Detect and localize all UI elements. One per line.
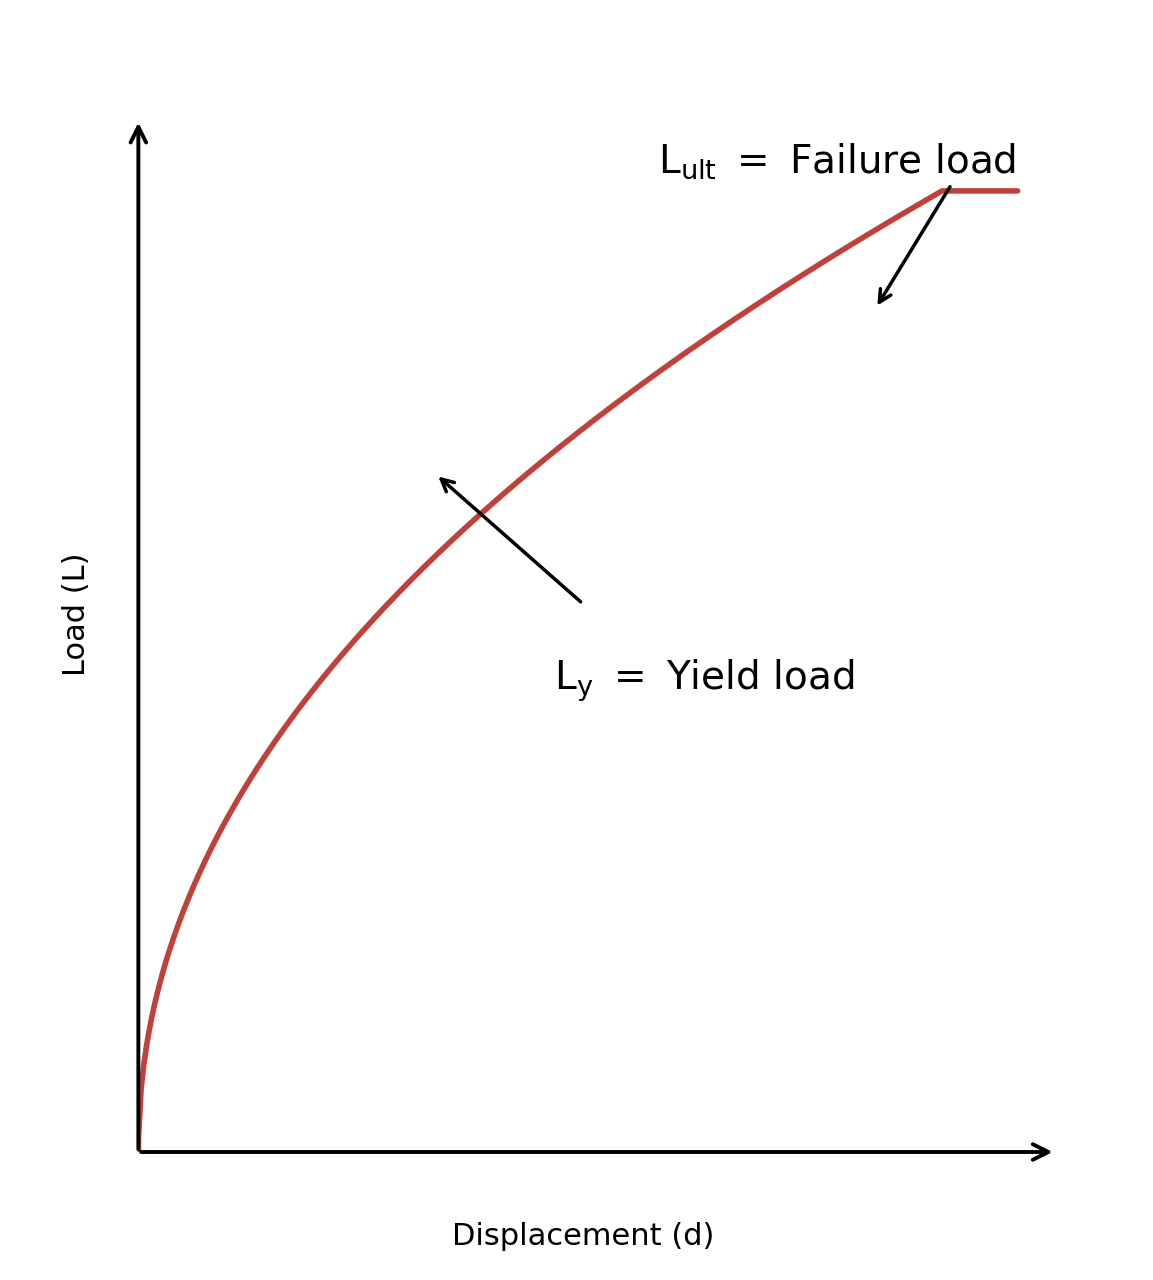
Text: $\mathrm{L}_\mathrm{ult}$$\ =\ \mathrm{Failure\ load}$: $\mathrm{L}_\mathrm{ult}$$\ =\ \mathrm{F… (658, 141, 1016, 180)
Text: Load (L): Load (L) (62, 553, 91, 676)
Text: $\mathrm{L}_\mathrm{y}$$\ =\ \mathrm{Yield\ load}$: $\mathrm{L}_\mathrm{y}$$\ =\ \mathrm{Yie… (555, 658, 854, 704)
Text: Displacement (d): Displacement (d) (452, 1222, 714, 1251)
